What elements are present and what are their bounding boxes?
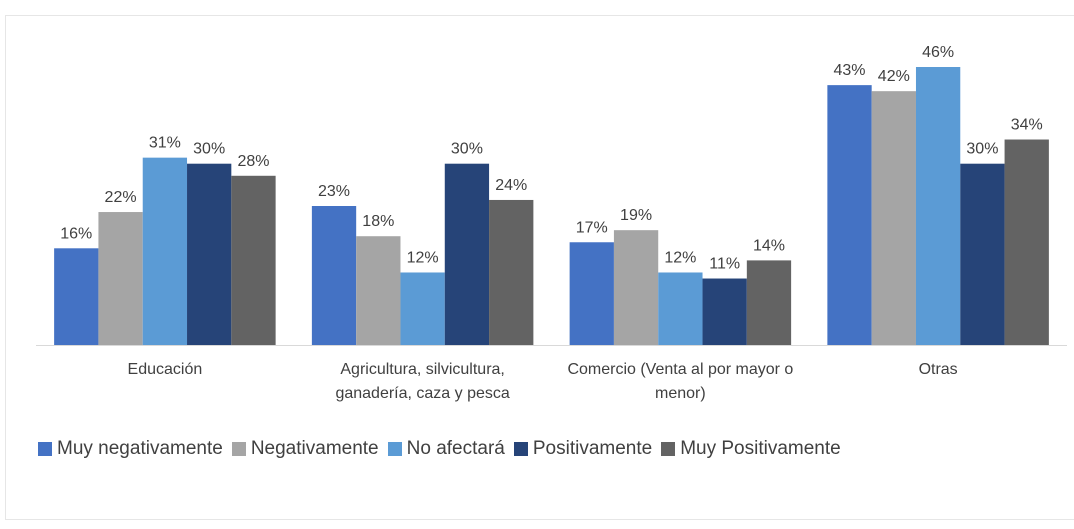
data-label: 31% [149,135,181,152]
bar [960,163,1005,345]
bar [142,157,188,345]
chart-frame [5,15,1074,520]
data-label: 30% [451,141,483,158]
x-tick-label: Comercio (Venta al por mayor o menor) [567,361,794,402]
bar [98,212,143,345]
legend-swatch [513,442,528,456]
data-label: 12% [664,249,696,266]
bar [489,199,534,345]
data-label: 30% [193,141,225,158]
data-label: 19% [620,207,652,224]
legend-item: Muy Positivamente [661,438,841,460]
bar [444,163,490,345]
data-label: 43% [834,62,866,79]
bar [311,206,357,345]
x-tick-label: Otras [918,361,958,378]
data-label: 24% [495,177,527,194]
bar [187,163,232,345]
legend-item: Positivamente [513,438,653,460]
data-label: 12% [407,249,439,266]
data-label: 30% [966,141,998,158]
data-label: 17% [576,219,608,236]
data-label: 23% [318,183,350,200]
bar [915,67,961,345]
bar [231,175,276,345]
legend-label: Muy Positivamente [680,438,841,459]
bar [702,278,747,345]
bar [569,242,614,345]
legend-swatch [661,442,676,456]
bar [356,236,401,345]
data-label: 14% [753,237,785,254]
data-label: 42% [878,68,910,85]
legend-item: No afectará [387,438,505,460]
legend-label: Muy negativamente [57,438,223,459]
data-label: 11% [709,256,740,273]
x-tick-label: Educación [127,361,203,378]
legend-item: Muy negativamente [38,438,223,460]
x-tick-label: Agricultura, silvicultura, ganadería, ca… [335,361,510,402]
bar [400,272,445,345]
bar [613,230,659,345]
data-label: 46% [922,44,954,61]
legend-swatch [231,442,246,456]
legend: Muy negativamente Negativamente No afectar… [38,438,850,460]
bar [871,91,916,345]
bar [746,260,792,345]
legend-swatch [387,442,402,456]
bar [658,272,703,345]
legend-item: Negativamente [231,438,379,460]
data-label: 28% [237,153,269,170]
data-label: 22% [105,189,137,206]
data-label: 16% [60,225,92,242]
bar [54,248,99,345]
legend-label: No afectará [406,438,505,459]
bar [827,85,872,345]
data-label: 18% [362,213,394,230]
bar [1004,139,1049,345]
legend-swatch [38,442,52,456]
data-label: 34% [1011,117,1043,134]
legend-label: Positivamente [532,438,653,459]
legend-label: Negativamente [250,438,379,459]
